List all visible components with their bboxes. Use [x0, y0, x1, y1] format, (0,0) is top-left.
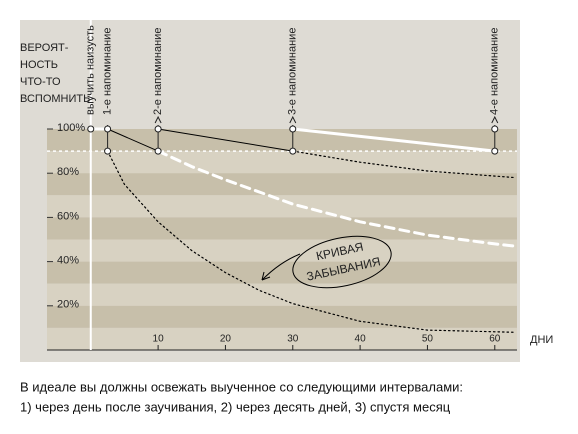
x-axis-label: ДНИ: [530, 334, 553, 346]
y-axis-title: ЧТО-ТО: [20, 76, 61, 88]
band: [47, 173, 517, 196]
x-tick-label: 60: [489, 334, 501, 345]
band: [47, 217, 517, 240]
caption: В идеале вы должны освежать выученное со…: [20, 379, 463, 394]
event-arrow: [289, 115, 297, 124]
x-tick-label: 20: [220, 334, 232, 345]
y-tick-label: 20%: [57, 299, 79, 311]
x-tick-label: 10: [153, 334, 165, 345]
band: [47, 239, 517, 262]
event-label: выучить наизусть: [85, 25, 97, 115]
marker: [154, 125, 162, 133]
series-line: [156, 149, 517, 248]
event-label: 1-е напоминание: [102, 28, 114, 115]
event-arrow: [154, 115, 162, 124]
y-tick-label: 80%: [57, 166, 79, 178]
y-tick-label: 60%: [57, 210, 79, 222]
event-label: 4-е напоминание: [489, 28, 501, 115]
annotation-arrow: [261, 253, 301, 281]
y-tick-label: 100%: [57, 122, 85, 134]
x-tick-label: 50: [422, 334, 434, 345]
event-label: 2-е напоминание: [152, 28, 164, 115]
series-line: [107, 128, 294, 152]
band: [47, 195, 517, 218]
series-line: [107, 150, 516, 333]
event-label: 3-е напоминание: [287, 28, 299, 115]
y-axis-title: ВСПОМНИТЬ: [20, 93, 90, 105]
band: [47, 305, 517, 328]
marker: [289, 147, 297, 155]
marker: [289, 125, 297, 133]
marker: [104, 147, 112, 155]
y-tick-label: 40%: [57, 255, 79, 267]
marker: [491, 147, 499, 155]
band: [47, 283, 517, 306]
band: [47, 129, 517, 152]
band: [47, 261, 517, 284]
marker: [154, 147, 162, 155]
band: [47, 151, 517, 174]
annotation-arrowhead: [261, 271, 271, 281]
event-arrow: [491, 115, 499, 124]
x-tick-label: 40: [355, 334, 367, 345]
marker: [87, 125, 95, 133]
annotation-ellipse: [292, 235, 392, 289]
band: [47, 327, 517, 350]
series-line: [292, 150, 516, 179]
caption: 1) через день после заучивания, 2) через…: [20, 399, 451, 414]
y-axis-title: ВЕРОЯТ-: [20, 42, 69, 54]
marker: [104, 125, 112, 133]
x-tick-label: 30: [287, 334, 299, 345]
marker: [491, 125, 499, 133]
y-axis-title: НОСТЬ: [20, 59, 58, 71]
